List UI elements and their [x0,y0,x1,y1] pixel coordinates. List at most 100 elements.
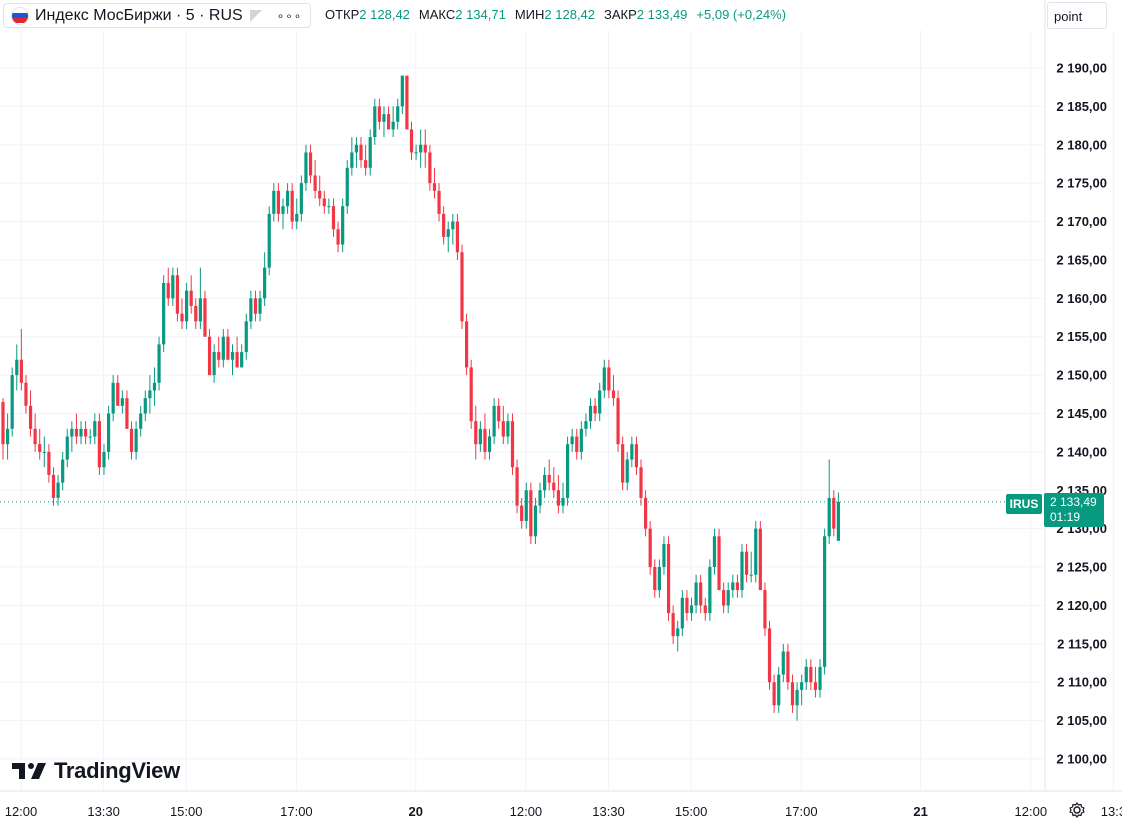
candle-body [543,474,547,491]
price-tick-label: 2 160,00 [1056,291,1107,306]
candle-body [506,421,510,437]
candle-body [786,651,790,683]
candle-body [666,544,671,614]
candle-body [368,137,372,168]
candle-body [501,421,505,437]
market-closed-icon [249,9,262,22]
candle-body [460,252,464,322]
candle-body [391,121,395,130]
candle-body [565,444,570,498]
tradingview-logo[interactable]: TradingView [12,758,180,784]
low-label: МИН [514,7,545,22]
candle-body [712,536,717,568]
symbol-title: Индекс МосБиржи · 5 · RUS [35,6,243,24]
candle-body [832,497,836,529]
candle-body [230,352,235,360]
candle-body [442,213,446,237]
candle-body [772,682,776,706]
candle-body [61,459,65,483]
candle-body [607,367,611,391]
candle-body [106,413,111,452]
candle-body [556,490,560,506]
candle-body [341,206,345,245]
candle-body [699,582,703,606]
time-tick-label: 21 [913,804,927,819]
candle-body [487,436,492,452]
time-tick-label: 15:00 [675,804,708,819]
candle-body [331,206,336,230]
candle-body [588,405,593,422]
candle-body [15,359,19,376]
candle-body [809,666,813,683]
candle-body [492,405,496,437]
candle-body [148,390,152,399]
candle-body [593,405,597,414]
candle-body [166,282,170,299]
candle-body [129,428,134,452]
candle-body [639,467,643,498]
candle-body [671,613,675,637]
tradingview-logo-icon [12,763,46,779]
symbol-legend[interactable]: Индекс МосБиржи · 5 · RUS ∘∘∘ [3,3,312,28]
candle-body [377,106,381,122]
candle-body [689,605,694,614]
candle-body [657,567,661,591]
candle-body [139,413,143,429]
candle-body [221,336,225,360]
candle-body [217,352,221,360]
candle-body [800,682,804,690]
candle-body [359,144,363,161]
candle-body [717,536,721,591]
candle-body [84,428,88,437]
more-dots-icon[interactable]: ∘∘∘ [276,8,303,23]
price-tick-label: 2 150,00 [1056,368,1107,383]
time-tick-label: 17:00 [280,804,313,819]
candle-body [529,490,533,537]
logo-text: TradingView [54,758,180,783]
candle-body [373,106,377,138]
price-tick-label: 2 170,00 [1056,214,1107,229]
candle-body [478,428,482,445]
candle-body [290,190,294,222]
candle-body [625,459,629,483]
candles [1,75,840,721]
candle-body [515,467,519,506]
time-axis[interactable]: 12:00 13:30 15:00 17:00 20 12:00 13:30 15:00 17:… [0,790,1122,819]
candle-body [263,267,267,299]
candle-body [10,375,14,429]
candle-body [804,666,808,683]
last-price-tag: 2 133,49 01:19 [1044,493,1104,527]
candle-body [235,352,239,368]
candle-body [561,497,565,506]
candle-body [437,190,441,214]
candle-body [267,213,271,268]
candle-body [79,428,83,437]
candle-body [19,359,23,383]
candle-body [42,451,46,453]
scale-mode-button[interactable]: point [1047,2,1107,29]
candle-body [414,152,418,154]
price-tick-label: 2 140,00 [1056,444,1107,459]
candle-body [74,428,79,437]
price-axis[interactable]: 2 190,00 2 185,00 2 180,00 2 175,00 2 170,00… [1044,0,1107,790]
candle-body [836,501,840,541]
candle-body [51,474,56,498]
candle-body [823,536,827,667]
price-tick-label: 2 180,00 [1056,137,1107,152]
chart-grid [0,30,1114,790]
candle-body [644,497,648,529]
candle-body [175,275,180,314]
time-tick-label: 17:00 [785,804,818,819]
candle-body [382,114,386,122]
candle-body [157,344,161,383]
settings-gear-icon[interactable] [1068,801,1086,819]
time-tick-label: 13:3 [1101,804,1122,819]
candle-body [304,152,308,184]
close-value: 2 133,49 [636,7,688,22]
candle-body [207,336,212,376]
candle-body [171,275,175,299]
candle-body [240,352,244,368]
candle-body [616,398,620,445]
candle-body [455,221,460,253]
